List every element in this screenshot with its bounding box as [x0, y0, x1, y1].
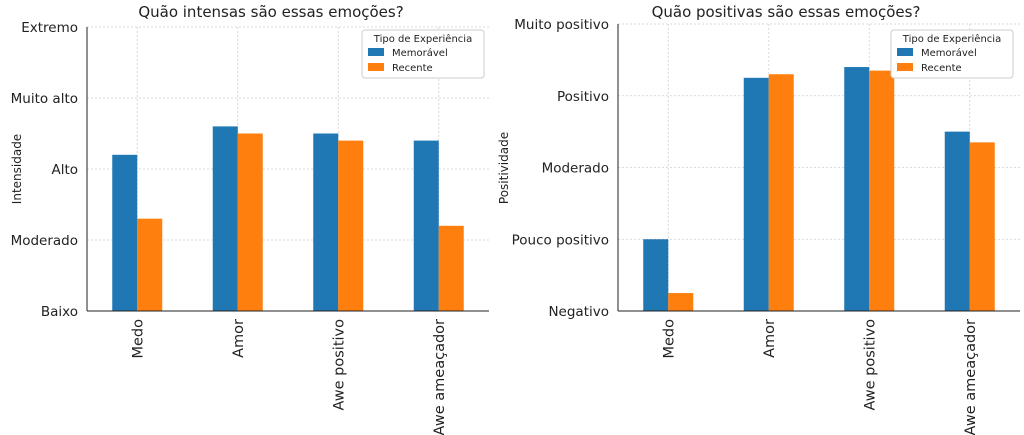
bar-memoravel-medo: [112, 154, 138, 311]
chart-intensity: Quão intensas são essas emoções? Intensi…: [10, 3, 489, 435]
bar-memoravel-medo: [643, 239, 669, 311]
x-tick-label: Medo: [130, 319, 146, 359]
legend-swatch-recente: [897, 63, 913, 71]
legend-title: Tipo de Experiência: [373, 33, 472, 45]
y-tick-label: Moderado: [11, 233, 78, 249]
x-tick-label: Awe ameaçador: [432, 319, 448, 435]
y-axis-label: Intensidade: [10, 134, 24, 204]
legend-title: Tipo de Experiência: [902, 33, 1001, 45]
bar-memoravel-awe-ameacador: [413, 140, 439, 311]
legend-label-memoravel: Memorável: [392, 47, 448, 59]
y-tick-label: Extremo: [21, 20, 78, 36]
chart-title: Quão positivas são essas emoções?: [652, 3, 921, 21]
y-tick-label: Muito alto: [11, 91, 78, 107]
bar-recente-amor: [237, 133, 263, 311]
x-tick-label: Awe ameaçador: [963, 319, 979, 435]
x-tick-label: Amor: [762, 319, 778, 358]
y-axis-label: Positividade: [497, 132, 511, 204]
legend-label-recente: Recente: [921, 63, 962, 74]
y-tick-label: Muito positivo: [514, 17, 609, 33]
x-tick-label: Medo: [661, 319, 677, 359]
bar-memoravel-awe-positivo: [313, 133, 339, 311]
bar-recente-medo: [668, 293, 694, 311]
x-tick-label: Awe positivo: [331, 319, 347, 411]
legend: Tipo de Experiência Memorável Recente: [361, 29, 485, 79]
bar-recente-awe-ameacador: [438, 225, 464, 311]
y-tick-label: Moderado: [542, 161, 609, 177]
legend-swatch-memoravel: [368, 48, 384, 56]
bar-memoravel-amor: [212, 126, 238, 312]
bar-recente-medo: [137, 218, 163, 311]
x-tick-label: Amor: [231, 319, 247, 358]
y-tick-label: Negativo: [548, 304, 609, 320]
bar-recente-awe-positivo: [338, 140, 364, 311]
bar-memoravel-awe-positivo: [844, 67, 870, 311]
legend: Tipo de Experiência Memorável Recente: [890, 29, 1014, 79]
legend-swatch-recente: [368, 63, 384, 71]
chart-positivity: Quão positivas são essas emoções? Positi…: [497, 3, 1020, 435]
y-tick-label: Pouco positivo: [512, 232, 609, 248]
x-tick-label: Awe positivo: [862, 319, 878, 411]
y-tick-label: Baixo: [41, 304, 78, 320]
y-tick-label: Positivo: [557, 89, 609, 105]
bar-memoravel-awe-ameacador: [944, 131, 970, 311]
bar-recente-awe-ameacador: [969, 142, 995, 311]
bar-recente-awe-positivo: [869, 70, 895, 311]
legend-label-recente: Recente: [392, 63, 433, 74]
bar-memoravel-amor: [743, 77, 769, 311]
y-tick-label: Alto: [51, 162, 78, 178]
legend-label-memoravel: Memorável: [921, 47, 977, 59]
chart-title: Quão intensas são essas emoções?: [138, 3, 403, 21]
bar-recente-amor: [768, 74, 794, 311]
legend-swatch-memoravel: [897, 48, 913, 56]
